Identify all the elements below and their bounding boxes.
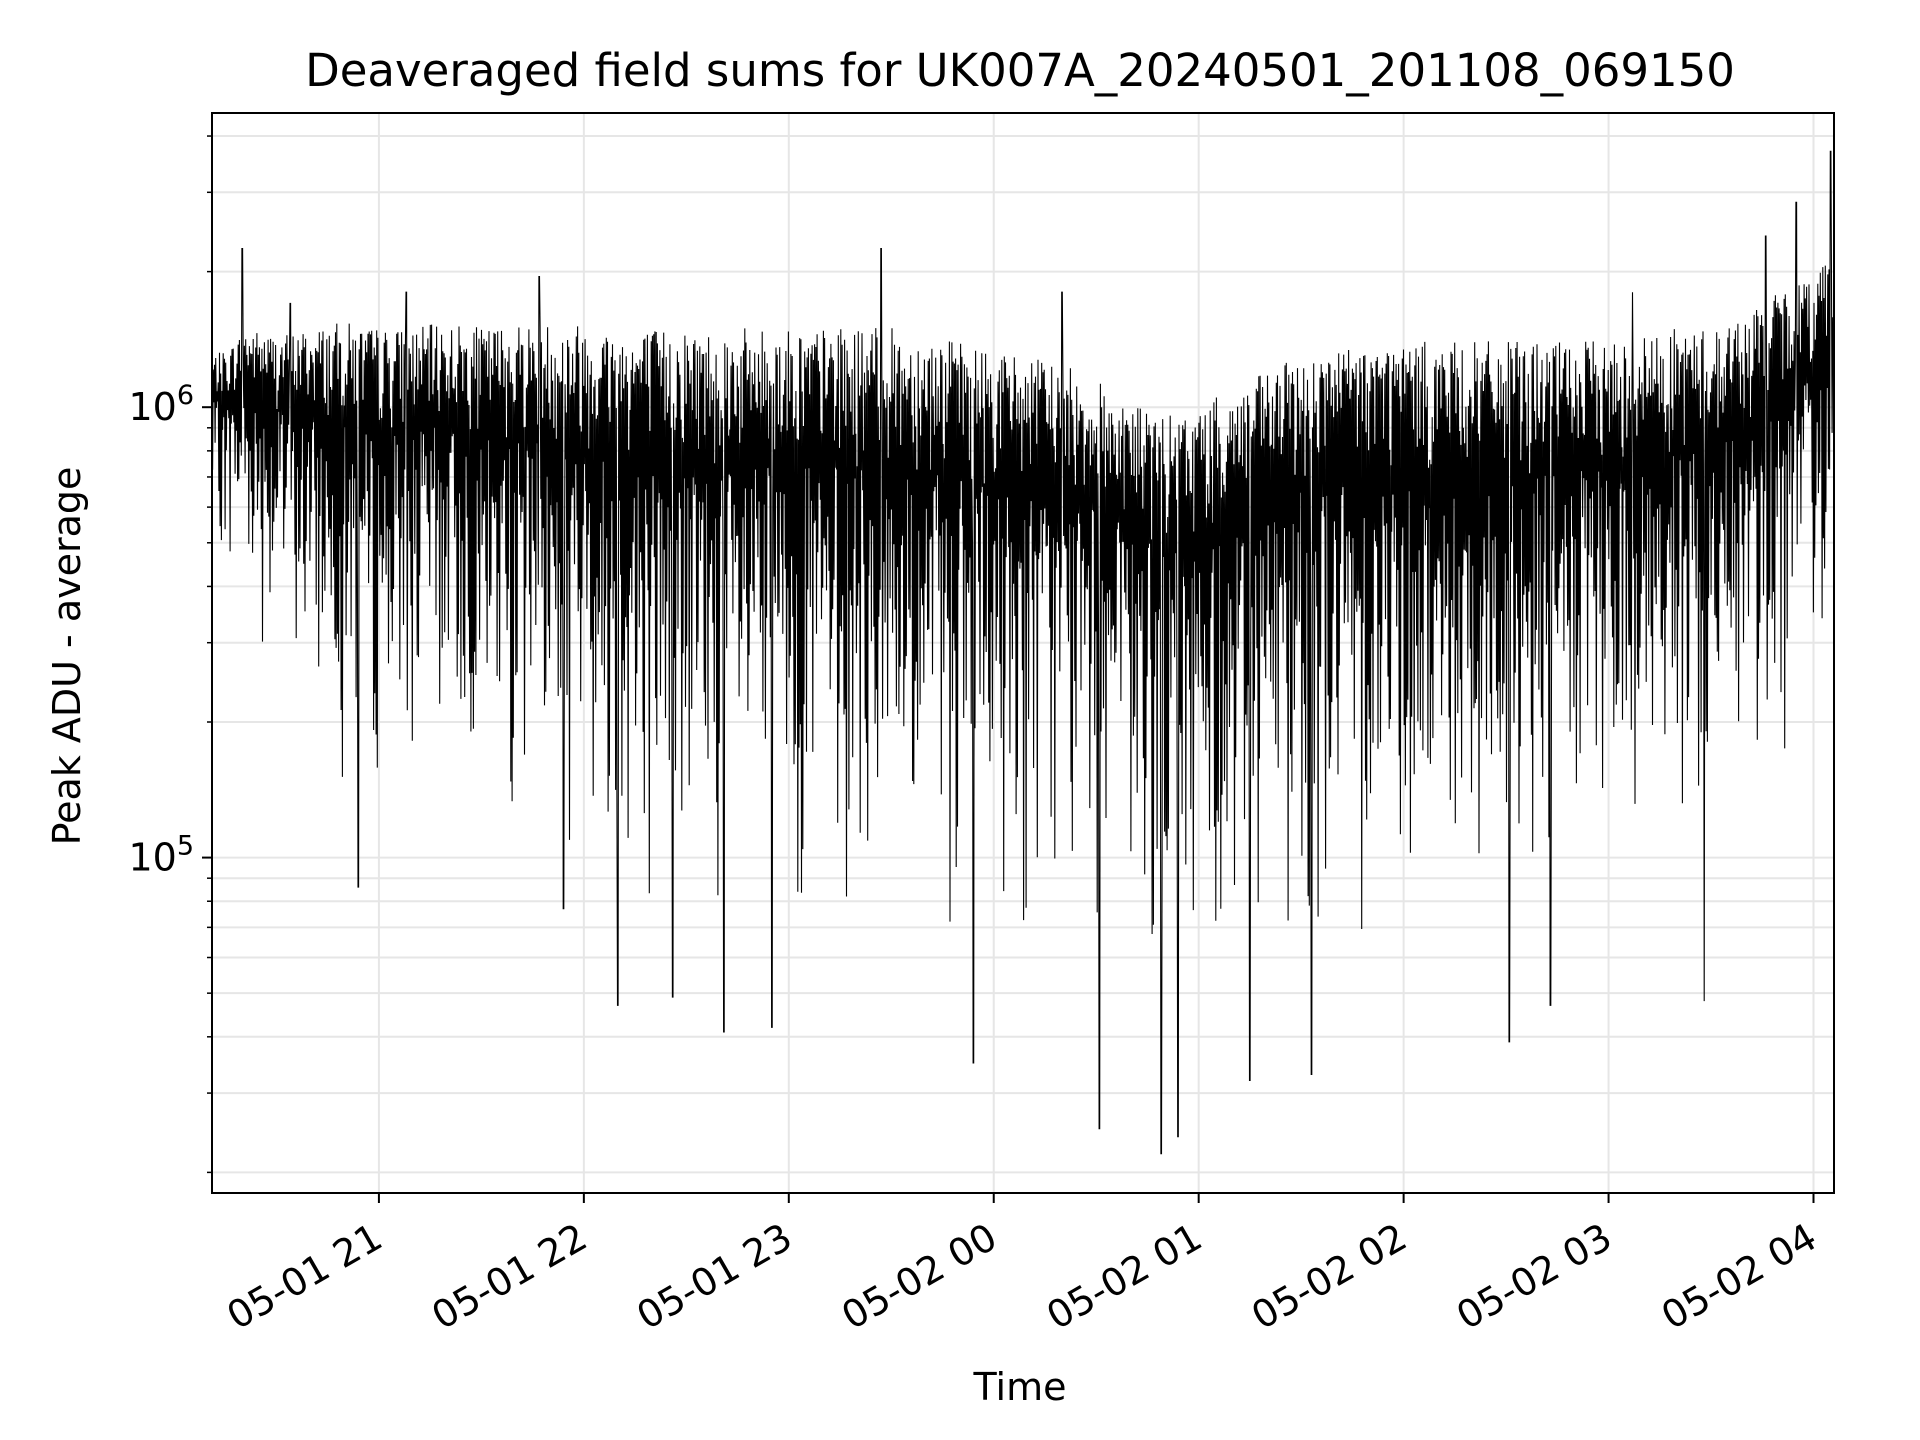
data-series: [211, 150, 1835, 1155]
series-line: [211, 150, 1835, 1155]
x-tick-label: 05-02 00: [834, 1215, 1004, 1339]
x-tick-label: 05-02 02: [1244, 1215, 1414, 1339]
x-tick-label: 05-02 01: [1039, 1215, 1209, 1339]
y-tick-label: 106: [128, 380, 194, 429]
chart-title: Deaveraged field sums for UK007A_2024050…: [305, 44, 1735, 97]
plot-frame: [211, 112, 1835, 1194]
y-axis-label: Peak ADU - average: [45, 467, 89, 846]
axis-ticks: 05-01 21 05-01 22 05-01 23 05-02 00 05-02 01…: [128, 135, 1824, 1339]
y-tick-label: 105: [128, 831, 194, 880]
x-axis-label: Time: [973, 1365, 1067, 1409]
x-tick-label: 05-01 21: [219, 1215, 389, 1339]
x-tick-label: 05-01 22: [424, 1215, 594, 1339]
x-tick-label: 05-02 03: [1449, 1215, 1619, 1339]
x-tick-label: 05-02 04: [1654, 1215, 1824, 1339]
x-tick-label: 05-01 23: [629, 1215, 799, 1339]
